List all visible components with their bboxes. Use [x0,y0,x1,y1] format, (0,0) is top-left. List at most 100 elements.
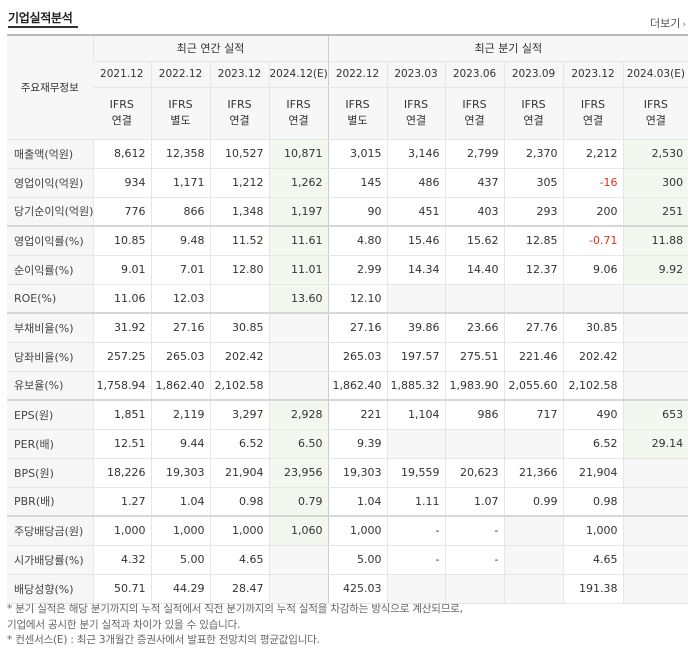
table-cell [622,312,689,343]
period-header: 2024.03(E) [622,61,689,88]
table-cell: 1,000 [562,515,624,546]
table-cell: 30.85 [562,312,624,343]
table-cell: 1,862.40 [150,371,210,401]
table-cell [622,458,689,488]
table-cell: 9.06 [562,255,624,285]
table-cell: -0.71 [562,225,624,256]
basis-standard: IFRS [580,98,606,111]
table-cell: 4.80 [327,225,388,256]
table-cell: 11.88 [622,225,689,256]
table-cell: 31.92 [92,312,151,343]
table-cell: 14.40 [444,255,505,285]
table-cell: 6.50 [268,429,329,459]
table-cell: 0.98 [209,487,269,517]
footnote-quarterly-cont: 기업에서 공시한 분기 실적과 차이가 있을 수 있습니다. [7,618,241,631]
table-cell: 3,146 [386,139,446,169]
table-cell: 14.34 [386,255,446,285]
basis-standard: IFRS [227,98,252,111]
table-cell: 1,104 [386,399,446,430]
table-cell: 15.62 [444,225,505,256]
table-cell: 2,530 [622,139,689,169]
footnotes: * 분기 실적은 해당 분기까지의 누적 실적에서 직전 분기까지의 누적 실적… [7,602,463,648]
table-cell: 265.03 [327,342,388,372]
basis-header: IFRS 연결 [93,87,151,140]
basis-header: IFRS 연결 [562,87,624,140]
table-cell: 2,119 [150,399,210,430]
period-header: 2023.09 [503,61,564,88]
table-cell: 15.46 [386,225,446,256]
table-row: 영업이익률(%) 10.85 9.48 11.52 11.61 4.80 15.46 15.6… [7,225,689,256]
table-cell: 1,000 [150,515,210,546]
period-header: 2021.12 [93,61,151,88]
table-cell: 257.25 [92,342,151,372]
basis-row: IFRS 연결 IFRS 별도 IFRS 연결 IFRS 연결 IFRS 별도 IFRS 연결 IFRS… [7,87,689,140]
table-cell: 1.07 [444,487,505,517]
row-label: 주당배당금(원) [7,515,93,546]
table-cell [622,284,689,314]
basis-standard: IFRS [168,98,193,111]
table-cell: 221.46 [503,342,564,372]
table-cell: 18,226 [92,458,151,488]
table-row: 순이익률(%) 9.01 7.01 12.80 11.01 2.99 14.34 14.40 1… [7,255,689,285]
table-cell: 12.03 [150,284,210,314]
table-cell [386,574,446,604]
table-row: 당기순이익(억원) 776 866 1,348 1,197 90 451 403 293 200 2… [7,197,689,227]
table-cell [622,545,689,575]
table-row: PBR(배) 1.27 1.04 0.98 0.79 1.04 1.11 1.07 0.99 0.… [7,487,689,517]
table-cell [503,284,564,314]
more-button[interactable]: 더보기 › [650,15,686,31]
table-cell: 10,871 [268,139,329,169]
table-row: 주당배당금(원) 1,000 1,000 1,000 1,060 1,000- -1,000 [7,515,689,546]
table-cell: 3,015 [327,139,388,169]
row-label: ROE(%) [7,284,93,314]
table-cell: 5.00 [327,545,388,575]
table-cell: 200 [562,197,624,227]
table-cell: 0.98 [562,487,624,517]
table-cell: 19,303 [327,458,388,488]
table-cell: 8,612 [92,139,151,169]
row-label: 영업이익(억원) [7,168,93,198]
table-row: PER(배) 12.51 9.44 6.52 6.50 9.39 6.52 29.14 [7,429,689,459]
row-label: EPS(원) [7,399,93,430]
table-cell: 1,197 [268,197,329,227]
table-cell: 202.42 [209,342,269,372]
period-header: 2022.12 [150,61,210,88]
basis-standard: IFRS [286,98,311,111]
basis-header: IFRS 별도 [150,87,210,140]
table-cell: 12.85 [503,225,564,256]
row-label: 배당성향(%) [7,574,93,604]
basis-scope: 연결 [645,114,666,127]
basis-header: IFRS 연결 [622,87,689,140]
label-header: 주요재무정보 [7,34,93,140]
financial-table: 주요재무정보 최근 연간 실적 최근 분기 실적 2021.12 2022.12 2… [7,34,689,604]
table-cell: 1,758.94 [92,371,151,401]
table-cell [386,429,446,459]
table-cell: 20,623 [444,458,505,488]
table-row: 부채비율(%) 31.92 27.16 30.85 27.16 39.86 23.66 27.… [7,312,689,343]
table-cell: 11.01 [268,255,329,285]
table-cell: 1,171 [150,168,210,198]
table-cell: 425.03 [327,574,388,604]
period-header: 2023.03 [386,61,446,88]
table-cell: 90 [327,197,388,227]
table-cell: 21,366 [503,458,564,488]
section-header: 기업실적분석 더보기 › [0,0,694,34]
table-cell: 4.65 [209,545,269,575]
table-cell [268,574,329,604]
table-cell [503,429,564,459]
row-label: 시가배당률(%) [7,545,93,575]
basis-scope: 연결 [464,114,485,127]
table-cell: 0.79 [268,487,329,517]
table-cell: 44.29 [150,574,210,604]
table-cell: 19,303 [150,458,210,488]
table-cell [622,515,689,546]
table-cell: 27.76 [503,312,564,343]
table-cell: 251 [622,197,689,227]
table-cell [268,371,329,401]
table-cell [622,487,689,517]
table-cell: 21,904 [209,458,269,488]
table-cell: 986 [444,399,505,430]
table-cell: 39.86 [386,312,446,343]
table-cell [503,515,564,546]
table-cell: 23,956 [268,458,329,488]
